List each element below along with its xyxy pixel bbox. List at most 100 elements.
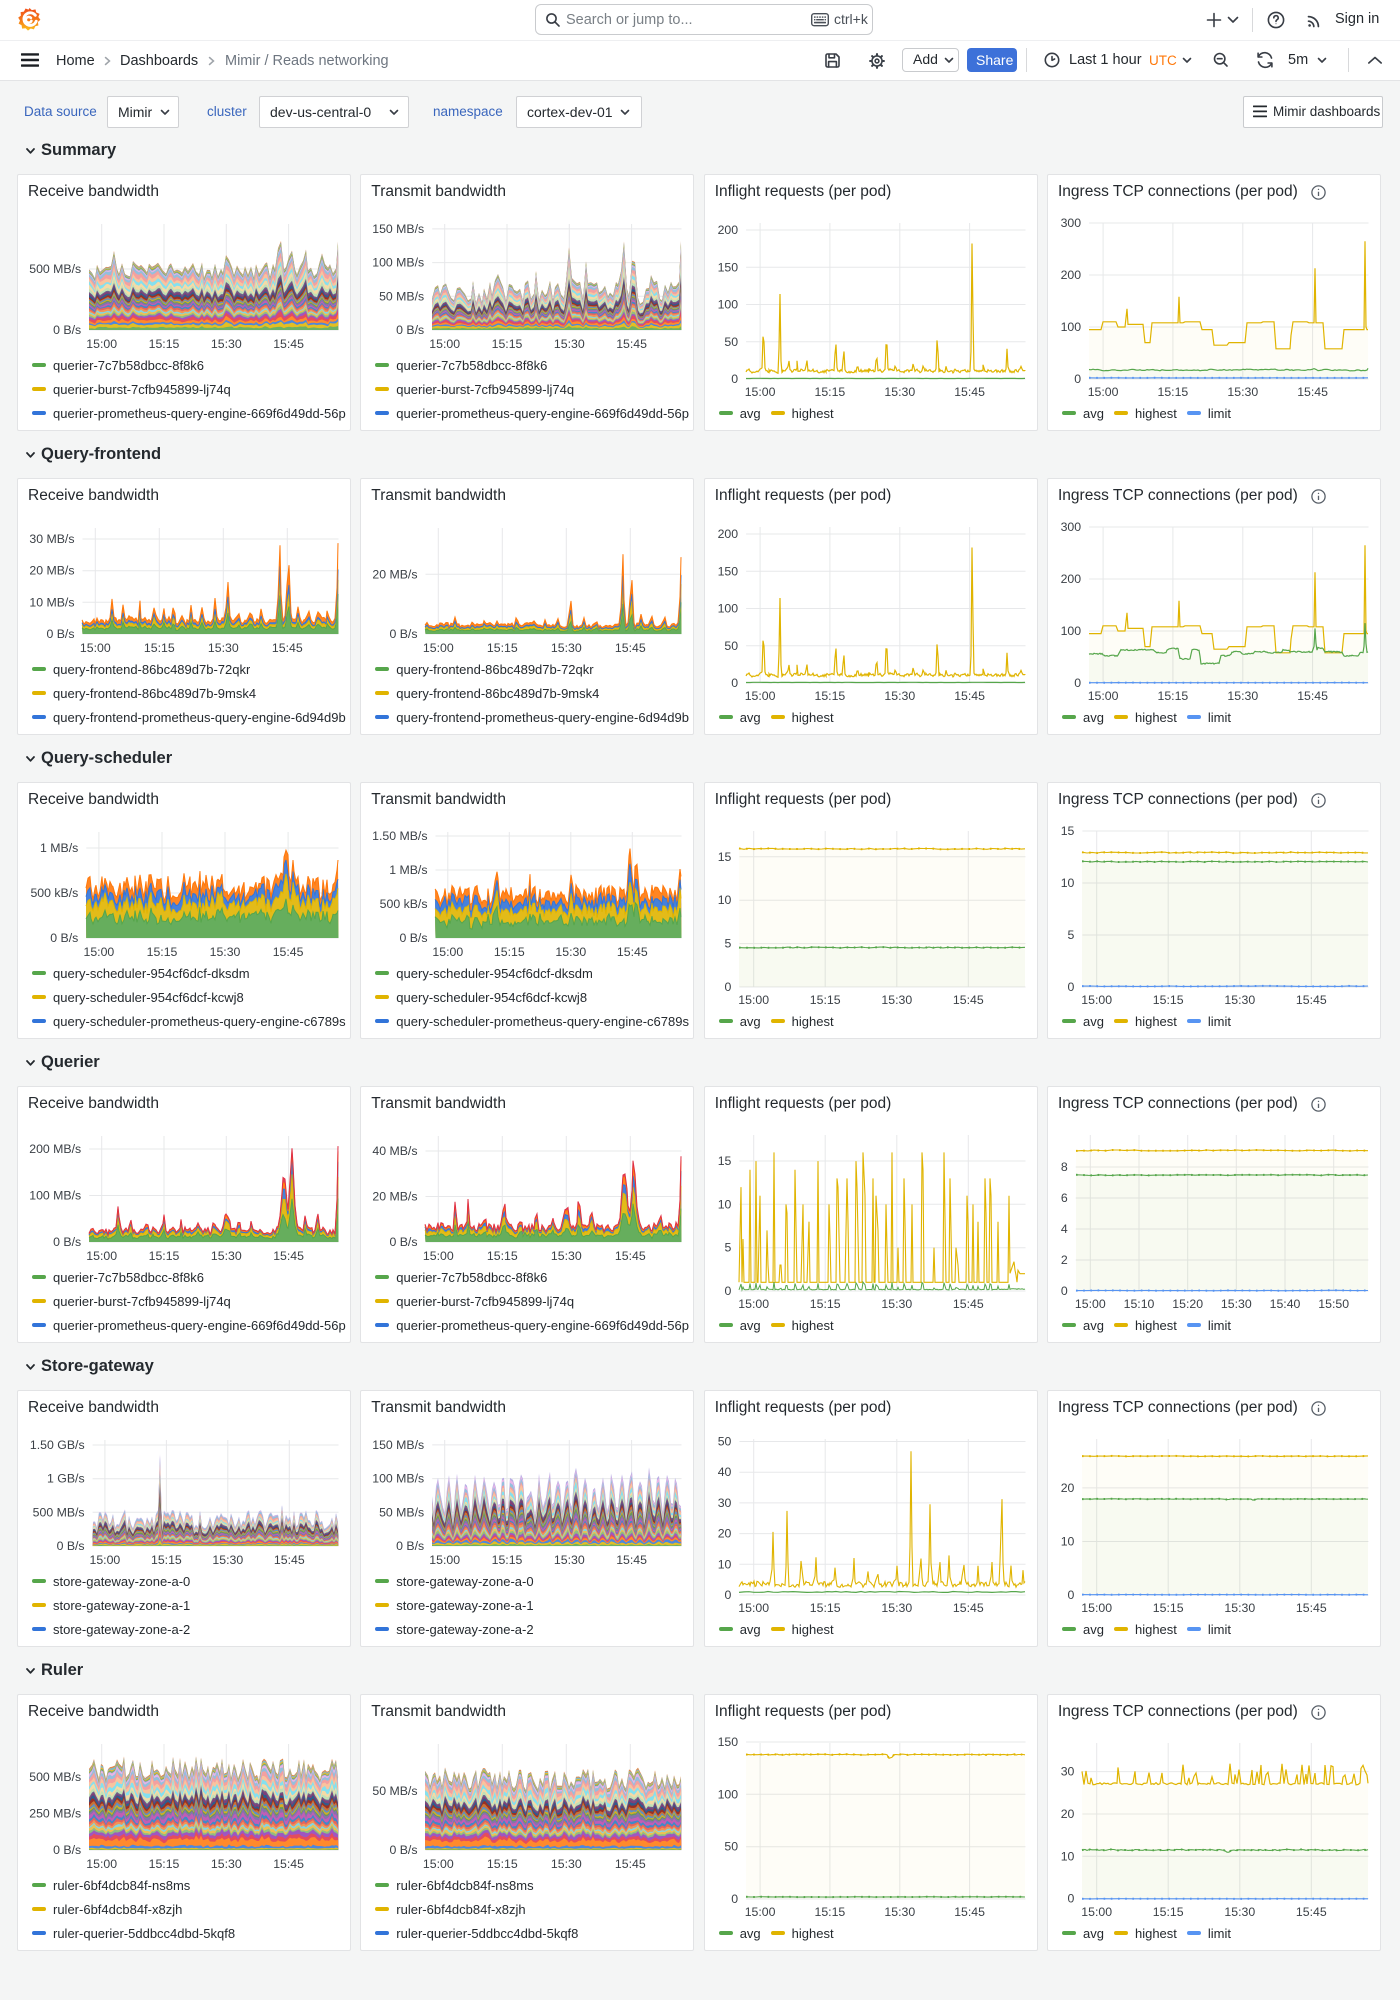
svg-text:10: 10 [717, 1197, 731, 1211]
svg-text:15:45: 15:45 [274, 1553, 305, 1567]
svg-text:15:45: 15:45 [954, 689, 985, 703]
svg-text:15:15: 15:15 [1158, 385, 1189, 399]
svg-text:15:15: 15:15 [487, 1249, 518, 1263]
svg-text:200: 200 [717, 223, 738, 237]
svg-text:500 MB/s: 500 MB/s [29, 1770, 81, 1784]
svg-text:10: 10 [717, 1557, 731, 1571]
svg-text:5: 5 [724, 937, 731, 951]
svg-text:15:45: 15:45 [953, 1297, 984, 1311]
svg-text:15:30: 15:30 [551, 641, 582, 655]
svg-text:10: 10 [1061, 1849, 1075, 1863]
svg-text:15:15: 15:15 [487, 1857, 518, 1871]
svg-text:15:45: 15:45 [615, 1249, 646, 1263]
svg-text:150: 150 [717, 564, 738, 578]
svg-text:0 B/s: 0 B/s [390, 1843, 418, 1857]
svg-text:200: 200 [717, 527, 738, 541]
svg-text:40: 40 [717, 1465, 731, 1479]
svg-text:250 MB/s: 250 MB/s [29, 1807, 81, 1821]
svg-text:4: 4 [1061, 1222, 1068, 1236]
svg-text:30 MB/s: 30 MB/s [29, 532, 74, 546]
svg-text:0: 0 [724, 1284, 731, 1298]
svg-text:15:00: 15:00 [1075, 1297, 1106, 1311]
svg-text:20 MB/s: 20 MB/s [29, 564, 74, 578]
svg-text:0 B/s: 0 B/s [396, 323, 424, 337]
svg-text:20: 20 [1061, 1807, 1075, 1821]
svg-text:15:00: 15:00 [1081, 1601, 1112, 1615]
svg-text:50: 50 [724, 1840, 738, 1854]
svg-text:15:30: 15:30 [212, 1553, 243, 1567]
svg-text:15:30: 15:30 [556, 945, 587, 959]
svg-text:500 kB/s: 500 kB/s [30, 886, 78, 900]
svg-text:15:00: 15:00 [1088, 385, 1119, 399]
svg-text:15:30: 15:30 [1224, 1601, 1255, 1615]
svg-text:0: 0 [1074, 372, 1081, 386]
svg-text:15:30: 15:30 [881, 1601, 912, 1615]
svg-text:15:15: 15:15 [149, 337, 180, 351]
svg-text:15:45: 15:45 [617, 337, 648, 351]
svg-text:15:30: 15:30 [1221, 1297, 1252, 1311]
svg-text:0: 0 [731, 1892, 738, 1906]
svg-text:50 MB/s: 50 MB/s [373, 1784, 418, 1798]
svg-text:1.50 GB/s: 1.50 GB/s [30, 1438, 85, 1452]
svg-text:5: 5 [1068, 928, 1075, 942]
svg-text:20 MB/s: 20 MB/s [373, 567, 418, 581]
svg-text:15:00: 15:00 [1081, 993, 1112, 1007]
svg-text:15:50: 15:50 [1318, 1297, 1349, 1311]
svg-text:100 MB/s: 100 MB/s [373, 256, 425, 270]
svg-text:150 MB/s: 150 MB/s [373, 222, 425, 236]
svg-text:15:20: 15:20 [1172, 1297, 1203, 1311]
svg-text:15:30: 15:30 [554, 1553, 585, 1567]
svg-text:15:00: 15:00 [1081, 1905, 1112, 1919]
svg-text:15:30: 15:30 [884, 689, 915, 703]
svg-text:15:45: 15:45 [273, 337, 304, 351]
svg-text:15:15: 15:15 [814, 689, 845, 703]
svg-text:50: 50 [717, 1435, 731, 1449]
svg-text:15:00: 15:00 [430, 1553, 461, 1567]
svg-text:0: 0 [731, 676, 738, 690]
svg-text:20 MB/s: 20 MB/s [373, 1190, 418, 1204]
svg-text:15:30: 15:30 [1227, 385, 1258, 399]
svg-text:100: 100 [717, 298, 738, 312]
svg-text:15:30: 15:30 [554, 337, 585, 351]
svg-text:40 MB/s: 40 MB/s [373, 1144, 418, 1158]
svg-text:15:45: 15:45 [615, 641, 646, 655]
svg-text:5: 5 [724, 1241, 731, 1255]
svg-text:0: 0 [1068, 1892, 1075, 1906]
svg-text:15:00: 15:00 [433, 945, 464, 959]
svg-text:15:45: 15:45 [273, 1249, 304, 1263]
svg-text:15:45: 15:45 [273, 945, 304, 959]
svg-text:15:15: 15:15 [814, 385, 845, 399]
svg-text:100: 100 [717, 1787, 738, 1801]
svg-text:15:45: 15:45 [1296, 1905, 1327, 1919]
svg-text:10: 10 [717, 893, 731, 907]
svg-text:15:30: 15:30 [881, 993, 912, 1007]
svg-text:0: 0 [1068, 980, 1075, 994]
svg-text:0: 0 [724, 980, 731, 994]
svg-text:15:15: 15:15 [809, 1601, 840, 1615]
svg-text:0 B/s: 0 B/s [57, 1539, 85, 1553]
svg-text:15:00: 15:00 [1088, 689, 1119, 703]
svg-text:8: 8 [1061, 1160, 1068, 1174]
svg-text:15: 15 [717, 1154, 731, 1168]
svg-text:15:30: 15:30 [211, 1249, 242, 1263]
svg-text:50 MB/s: 50 MB/s [379, 1505, 424, 1519]
svg-text:15:45: 15:45 [272, 641, 303, 655]
svg-text:2: 2 [1061, 1253, 1068, 1267]
svg-text:15:00: 15:00 [90, 1553, 121, 1567]
svg-text:15:15: 15:15 [809, 993, 840, 1007]
svg-text:15:00: 15:00 [423, 641, 454, 655]
svg-text:30: 30 [717, 1496, 731, 1510]
svg-text:1 GB/s: 1 GB/s [47, 1472, 85, 1486]
svg-text:15:15: 15:15 [814, 1905, 845, 1919]
svg-text:15:30: 15:30 [210, 945, 241, 959]
svg-text:15:00: 15:00 [738, 1601, 769, 1615]
svg-text:15:00: 15:00 [744, 689, 775, 703]
svg-text:15:00: 15:00 [744, 385, 775, 399]
svg-text:0 B/s: 0 B/s [53, 323, 81, 337]
svg-text:15:45: 15:45 [1297, 385, 1328, 399]
svg-text:6: 6 [1061, 1191, 1068, 1205]
svg-text:15:30: 15:30 [1224, 1905, 1255, 1919]
svg-text:15:15: 15:15 [1153, 993, 1184, 1007]
svg-text:15:45: 15:45 [1297, 689, 1328, 703]
svg-text:0 B/s: 0 B/s [46, 627, 74, 641]
